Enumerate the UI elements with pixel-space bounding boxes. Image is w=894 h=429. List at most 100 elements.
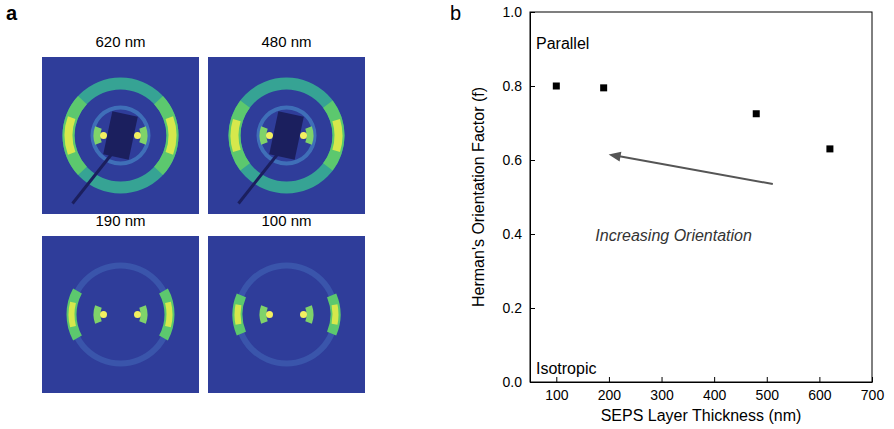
spot	[266, 132, 273, 139]
panel-label: a	[6, 2, 18, 24]
spot	[300, 132, 307, 139]
tick-label: 500	[756, 387, 780, 403]
ring	[63, 78, 179, 194]
tick: 100	[545, 377, 569, 403]
tick-label: 0.4	[503, 226, 523, 242]
image-background	[42, 57, 199, 214]
ring-arc-core	[64, 116, 75, 154]
spot	[266, 311, 273, 318]
spot	[300, 311, 307, 318]
y-axis-title: Herman's Orientation Factor (f)	[470, 87, 487, 307]
tick-mark	[530, 12, 535, 13]
tick: 0.8	[503, 78, 535, 94]
ring-arc-core	[235, 304, 242, 325]
tick-mark	[609, 377, 610, 382]
tick: 600	[808, 377, 832, 403]
annotation: Isotropic	[536, 360, 596, 377]
ring-arc	[154, 96, 178, 175]
ring-arc	[62, 96, 86, 175]
ring-arc	[67, 289, 82, 341]
inner-ring	[91, 106, 151, 166]
tick: 400	[703, 377, 727, 403]
scattering-image	[42, 57, 199, 214]
tick-mark	[530, 234, 535, 235]
axis-line	[530, 13, 531, 383]
tick-label: 700	[861, 387, 885, 403]
ring-arc	[159, 289, 174, 341]
tick-mark	[819, 377, 820, 382]
tick: 0.6	[503, 152, 535, 168]
ring	[229, 78, 345, 194]
ring-arc-core	[69, 302, 76, 328]
x-axis: 100 200 300 400 500 600 700	[531, 377, 885, 403]
point	[826, 145, 833, 152]
tick-mark	[714, 377, 715, 382]
tick: 500	[756, 377, 780, 403]
tick-mark	[556, 377, 557, 382]
image-title: 480 nm	[261, 33, 311, 50]
ring-arc	[327, 293, 340, 335]
ring-arc	[228, 100, 249, 170]
tick-mark	[530, 160, 535, 161]
beam-stop-arm	[73, 151, 115, 204]
point	[553, 83, 560, 90]
tick-label: 0.2	[503, 300, 523, 316]
tick-label: 0.6	[503, 152, 523, 168]
panel-label: b	[450, 2, 461, 24]
point	[600, 84, 607, 91]
image-background	[42, 236, 199, 393]
tick: 700	[861, 377, 885, 403]
scattering-image	[208, 236, 365, 393]
tick-mark	[662, 377, 663, 382]
annotation: Increasing Orientation	[595, 227, 752, 244]
arrow-head	[609, 152, 622, 162]
image-title: 190 nm	[95, 212, 145, 229]
ring-arc-core	[166, 116, 177, 154]
ring-arc	[233, 293, 246, 335]
tick-label: 200	[598, 387, 622, 403]
tick-label: 600	[808, 387, 832, 403]
scattering-image	[42, 236, 199, 393]
beam-stop	[269, 111, 304, 159]
y-axis: 0.0 0.2 0.4 0.6 0.8 1.0	[503, 4, 535, 390]
scattering-image	[208, 57, 365, 214]
ring	[69, 263, 173, 367]
ring-arc-core	[230, 119, 240, 152]
tick: 0.0	[503, 374, 535, 390]
plot-frame	[530, 12, 872, 382]
ring-arc-core	[165, 302, 172, 328]
tick: 0.2	[503, 300, 535, 316]
tick-label: 300	[650, 387, 674, 403]
tick-mark	[530, 308, 535, 309]
image-background	[208, 236, 365, 393]
axis-line	[531, 382, 873, 383]
inner-ring	[257, 106, 317, 166]
spot	[100, 311, 107, 318]
spot	[100, 132, 107, 139]
tick-label: 0.8	[503, 78, 523, 94]
image-background	[208, 57, 365, 214]
annotation: Parallel	[536, 35, 589, 52]
beam-stop	[103, 111, 138, 159]
tick-label: 1.0	[503, 4, 523, 20]
spot	[134, 311, 141, 318]
image-title: 100 nm	[261, 212, 311, 229]
tick: 0.4	[503, 226, 535, 242]
tick-mark	[530, 86, 535, 87]
tick-label: 400	[703, 387, 727, 403]
image-title: 620 nm	[95, 33, 145, 50]
point	[753, 110, 760, 117]
ring-arc-core	[332, 119, 342, 152]
tick: 1.0	[503, 4, 535, 20]
spot	[134, 132, 141, 139]
tick-label: 100	[545, 387, 569, 403]
ring	[235, 263, 339, 367]
tick-label: 0.0	[503, 374, 523, 390]
tick-mark	[767, 377, 768, 382]
tick-mark	[530, 382, 535, 383]
tick: 200	[598, 377, 622, 403]
tick-mark	[872, 377, 873, 382]
ring-arc-core	[332, 304, 339, 325]
x-axis-title: SEPS Layer Thickness (nm)	[601, 407, 802, 424]
beam-stop-arm	[239, 151, 281, 204]
